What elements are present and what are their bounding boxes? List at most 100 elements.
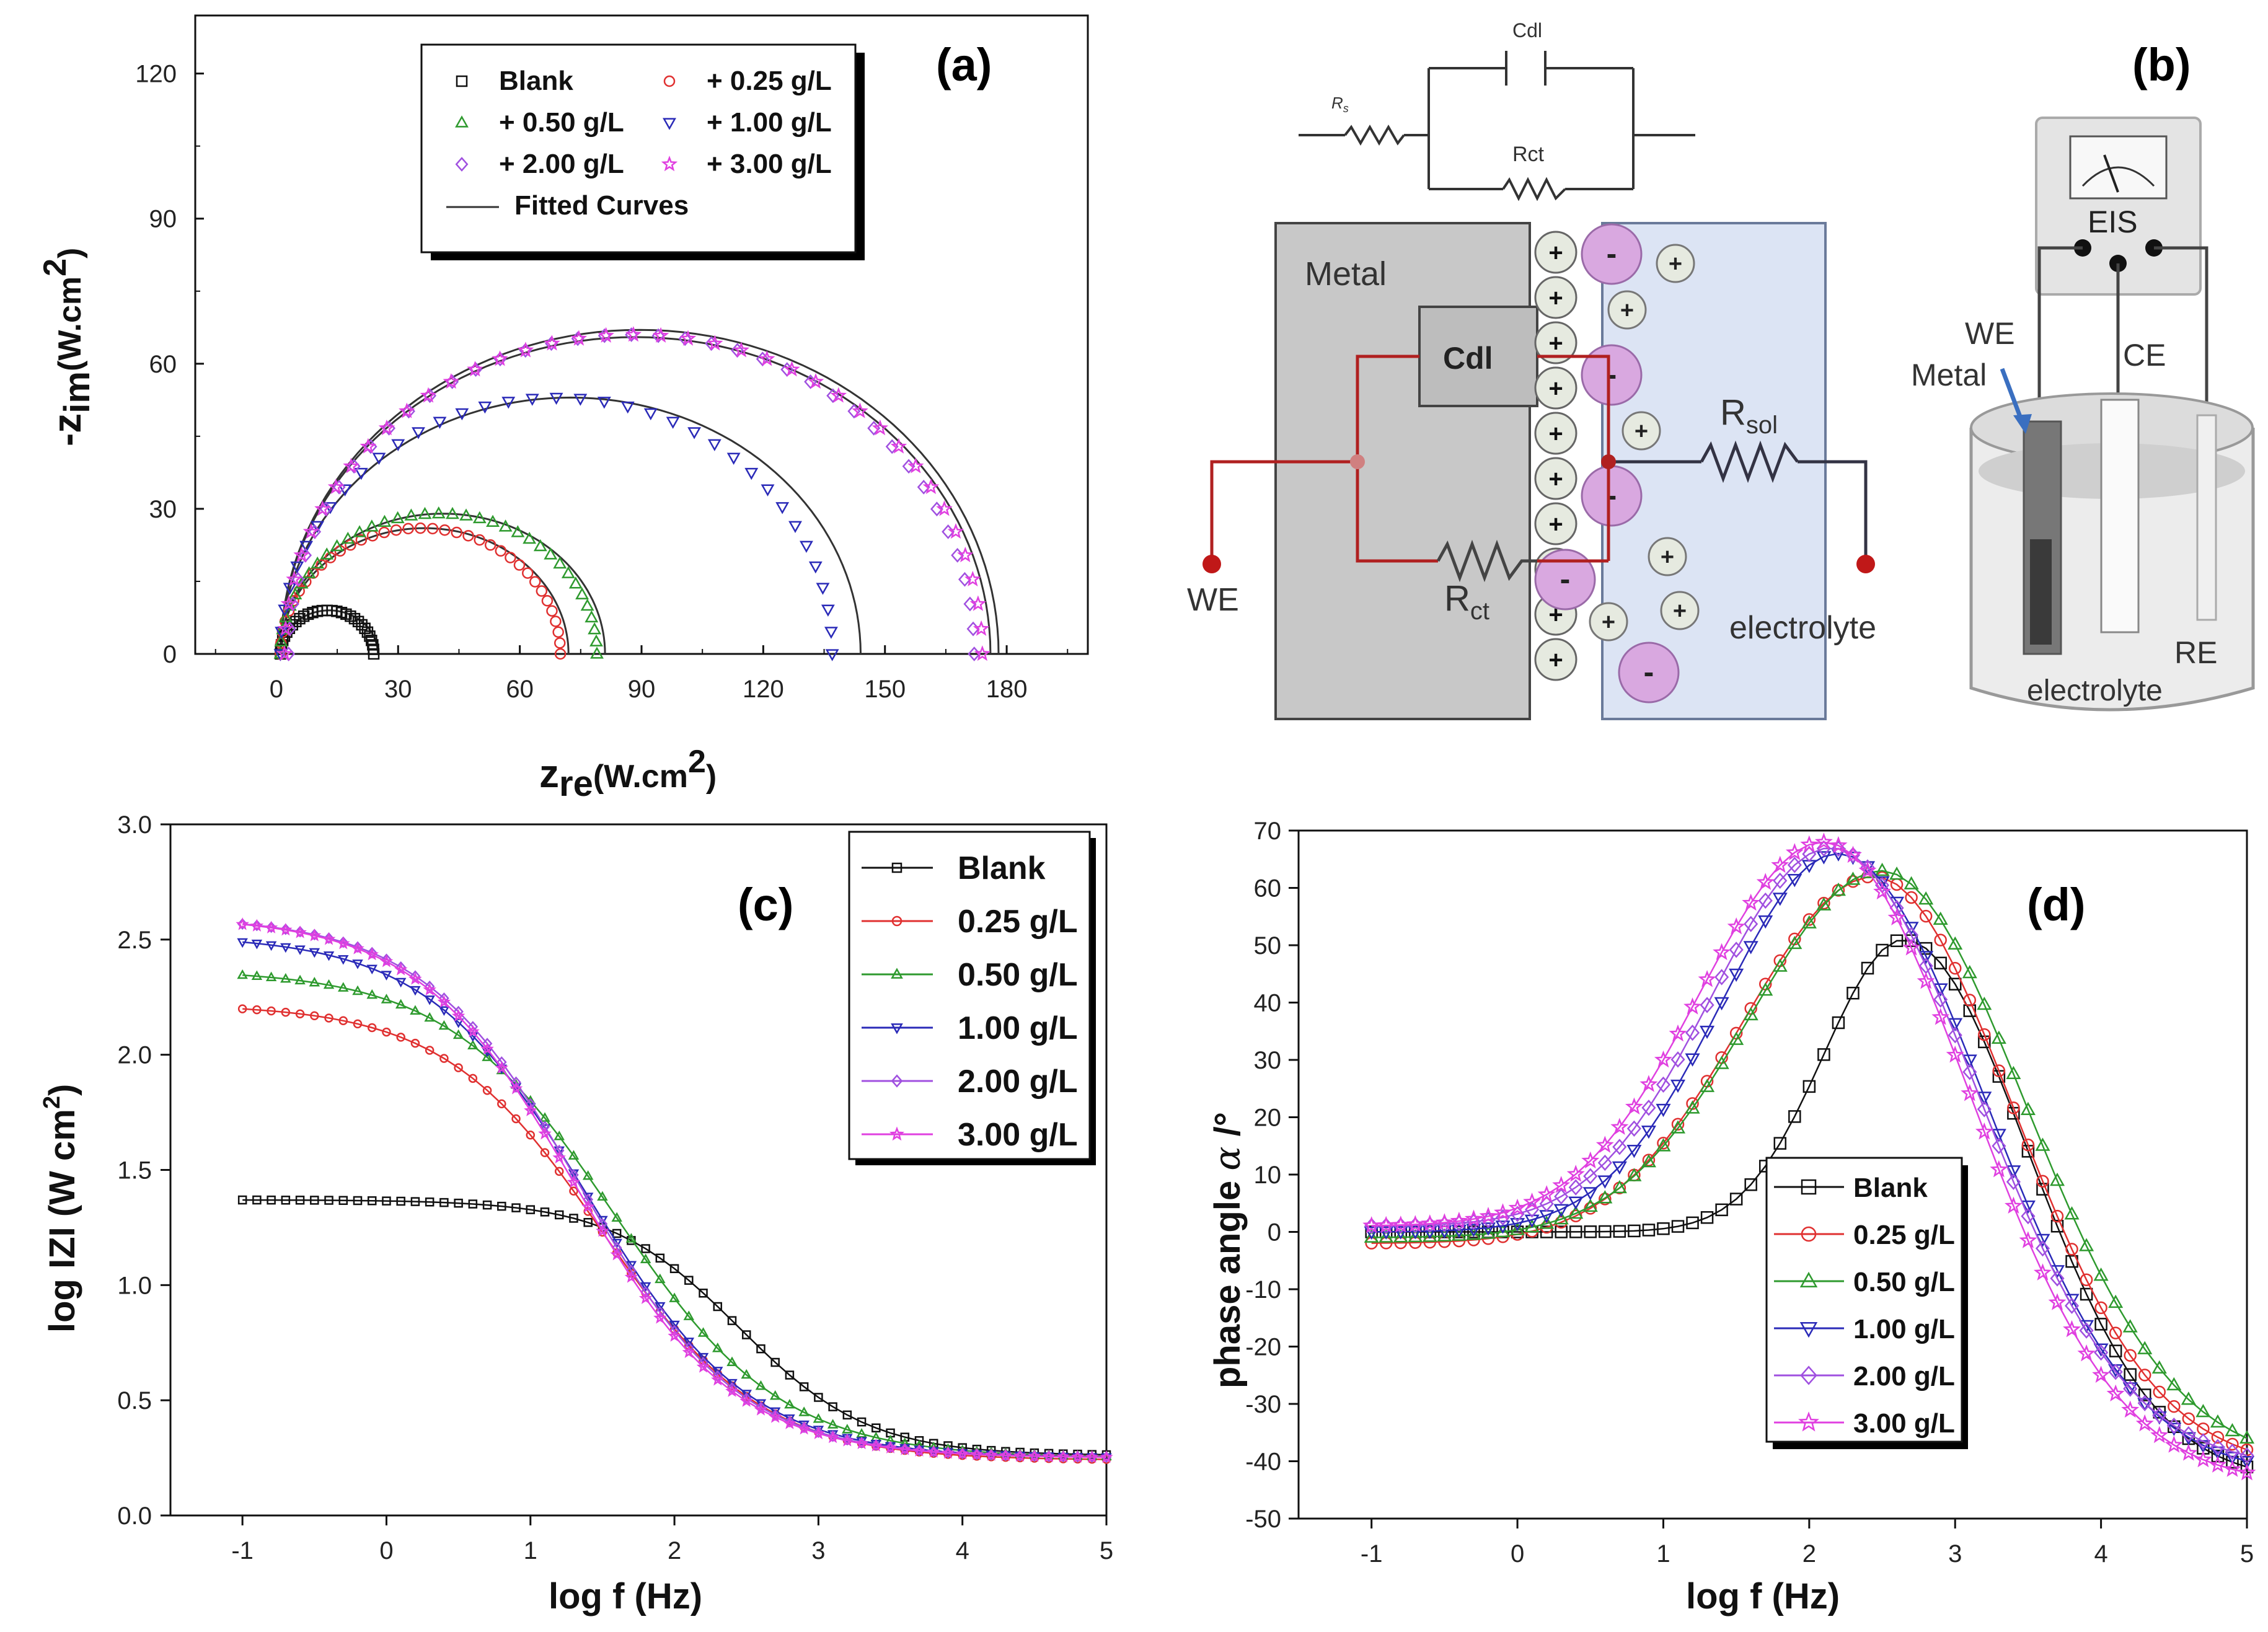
- data-point: [352, 985, 363, 995]
- legend-label: 2.00 g/L: [958, 1064, 1078, 1100]
- data-point: [655, 1302, 666, 1312]
- data-point: [264, 920, 278, 933]
- data-point: [381, 994, 392, 1003]
- legend: Blank + 0.25 g/L + 0.50 g/L + 1.00 g/L + 2.0…: [420, 43, 865, 260]
- legend-box: [848, 831, 1091, 1160]
- data-point: [2079, 1322, 2094, 1339]
- data-point: [596, 1224, 609, 1237]
- data-point: [638, 1291, 653, 1304]
- data-point: [580, 598, 594, 611]
- data-point: [1582, 1187, 1598, 1201]
- data-point: [775, 502, 790, 514]
- data-point: [302, 566, 316, 578]
- data-point: [395, 977, 407, 988]
- rsol-resistor: [1700, 440, 1799, 483]
- data-point: [290, 561, 304, 574]
- data-point: [294, 576, 309, 589]
- data-point: [883, 1440, 898, 1453]
- data-point: [759, 350, 775, 366]
- rct-main: R: [1444, 578, 1470, 619]
- data-point: [575, 587, 589, 600]
- data-point: [1569, 1225, 1582, 1238]
- data-point: [1743, 1007, 1758, 1021]
- meter-dial: [2069, 135, 2168, 200]
- data-point: [361, 626, 374, 638]
- legend-label: 0.25 g/L: [958, 904, 1078, 940]
- data-point: [1656, 1103, 1671, 1118]
- data-point: [1683, 997, 1702, 1015]
- data-point: [907, 457, 924, 474]
- data-point: [640, 1253, 651, 1263]
- legend-marker: [891, 915, 902, 927]
- data-point: [391, 439, 405, 451]
- data-point: [620, 401, 635, 414]
- data-point: [426, 523, 439, 535]
- data-point: [2033, 1263, 2052, 1281]
- data-point: [522, 567, 534, 579]
- data-point: [452, 1018, 464, 1028]
- series-line: [1371, 847, 2248, 1457]
- rct-sub: ct: [1470, 598, 1489, 625]
- data-point: [696, 1360, 710, 1373]
- data-point: [1744, 1178, 1757, 1191]
- data-point: [2211, 1431, 2225, 1444]
- cation-sign: +: [1661, 544, 1674, 570]
- fitted-curve: [280, 336, 992, 655]
- data-point: [1553, 1211, 1569, 1225]
- data-point: [293, 925, 307, 938]
- data-point: [454, 1198, 463, 1208]
- data-point: [2006, 1065, 2021, 1080]
- data-point: [381, 971, 392, 981]
- panel-label: (a): [936, 39, 992, 90]
- data-point: [2036, 1175, 2049, 1188]
- data-point: [252, 1195, 262, 1205]
- panel-label-b: (b): [2132, 39, 2191, 90]
- data-point: [955, 1447, 969, 1460]
- data-point: [1990, 1160, 2008, 1178]
- data-point: [827, 1430, 838, 1442]
- data-point: [1787, 874, 1802, 888]
- fitted-curve: [280, 527, 570, 655]
- data-point: [568, 1150, 580, 1160]
- data-point: [569, 1214, 578, 1223]
- data-point: [438, 1006, 450, 1016]
- x-tick-label: 4: [2094, 1540, 2107, 1568]
- data-point: [1729, 968, 1744, 982]
- data-point: [1817, 896, 1830, 910]
- data-point: [439, 1054, 449, 1063]
- y-tick-label: 0: [163, 641, 177, 668]
- y-tick-label: 50: [1254, 932, 1282, 959]
- data-point: [2064, 1206, 2080, 1220]
- cation-sign: +: [1669, 251, 1682, 277]
- legend-marker: [663, 118, 676, 130]
- data-point: [237, 938, 248, 948]
- data-point: [697, 1327, 709, 1337]
- data-point: [1657, 1137, 1670, 1150]
- data-point: [1948, 1026, 1962, 1044]
- data-point: [492, 350, 508, 366]
- rsol-sub: sol: [1746, 412, 1778, 439]
- data-point: [1670, 1079, 1686, 1093]
- data-point: [2064, 1297, 2080, 1314]
- x-tick-label: 3: [811, 1537, 825, 1564]
- data-point: [298, 610, 310, 622]
- data-point: [446, 506, 459, 519]
- y-tick-label: 3.0: [117, 811, 152, 839]
- data-point: [1362, 1216, 1381, 1233]
- data-point: [914, 1439, 925, 1450]
- data-point: [581, 1199, 595, 1213]
- data-point: [2021, 1138, 2035, 1152]
- data-point: [697, 1352, 709, 1363]
- data-point: [1626, 1120, 1641, 1137]
- data-point: [1365, 1237, 1378, 1250]
- data-point: [1700, 1025, 1715, 1039]
- y-tick-label: 30: [149, 496, 177, 523]
- data-point: [727, 1316, 737, 1325]
- data-point: [1042, 1449, 1056, 1463]
- data-point: [482, 1200, 492, 1210]
- data-point: [2121, 1400, 2140, 1418]
- data-point: [395, 999, 407, 1009]
- data-point: [293, 546, 310, 563]
- data-point: [655, 1273, 666, 1284]
- data-point: [1729, 1031, 1744, 1045]
